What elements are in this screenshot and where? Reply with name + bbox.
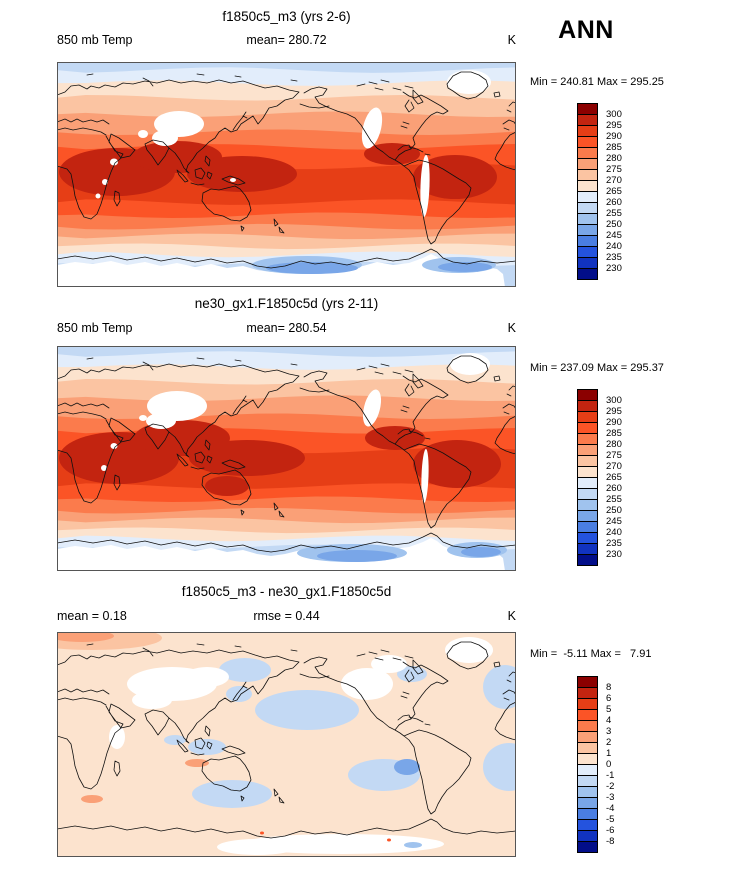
variable-label: 850 mb Temp [57,33,133,47]
colorbar: 300 295 290 285 280 275 270 265 260 255 250 245 240 2… [577,389,667,566]
stat-row: mean = 0.18 rmse = 0.44 K [57,609,516,625]
colorbar-tick-label: 275 [606,450,622,461]
colorbar: 8 6 5 4 3 2 1 0 -1 -2 -3 -4 -5 -6 -8 [577,676,667,853]
colorbar-tick-label: 230 [606,549,622,560]
colorbar-tick-label: 285 [606,428,622,439]
colorbar-tick-label: 295 [606,120,622,131]
colorbar-tick-label: 4 [606,715,612,726]
map-case2 [57,346,516,571]
colorbar-tick-label: 235 [606,538,622,549]
colorbar-tick-label: 265 [606,472,622,483]
colorbar-tick-label: 275 [606,164,622,175]
colorbar-tick-label: 230 [606,263,622,274]
colorbar-tick-label: 250 [606,219,622,230]
colorbar-tick-label: 255 [606,494,622,505]
colorbar-tick-label: -4 [606,803,615,814]
colorbar-tick-label: 2 [606,737,612,748]
colorbar-tick-label: 235 [606,252,622,263]
minmax-stat: Min = -5.11 Max = 7.91 [530,648,652,660]
variable-label: 850 mb Temp [57,321,133,335]
colorbar-tick-label: -2 [606,781,615,792]
panel-title: ne30_gx1.F1850c5d (yrs 2-11) [194,296,379,311]
map-difference [57,632,516,857]
stat-row: 850 mb Temp mean= 280.72 K [57,33,516,49]
map-case1 [57,62,516,287]
colorbar-tick-label: 240 [606,241,622,252]
minmax-stat: Min = 237.09 Max = 295.37 [530,362,664,374]
colorbar-tick-label: -5 [606,814,615,825]
colorbar-tick-label: 240 [606,527,622,538]
mean-stat: mean= 280.72 [246,33,327,47]
colorbar-tick-label: 280 [606,153,622,164]
mean-stat: mean = 0.18 [57,609,127,623]
colorbar-box [577,554,598,566]
colorbar-tick-label: 300 [606,109,622,120]
colorbar-tick-label: 265 [606,186,622,197]
panel-title: f1850c5_m3 - ne30_gx1.F1850c5d [181,584,392,599]
colorbar-tick-label: 270 [606,461,622,472]
colorbar-tick-label: 1 [606,748,612,759]
colorbar-tick-label: -8 [606,836,615,847]
colorbar-tick-label: 295 [606,406,622,417]
colorbar-tick-label: 255 [606,208,622,219]
colorbar-tick-label: 260 [606,197,622,208]
colorbar-tick-label: 6 [606,693,612,704]
colorbar-tick-label: 300 [606,395,622,406]
colorbar-box [577,841,598,853]
colorbar-tick-label: 245 [606,230,622,241]
minmax-stat: Min = 240.81 Max = 295.25 [530,76,664,88]
colorbar-box [577,268,598,280]
units-label: K [507,609,516,623]
colorbar-tick-label: 270 [606,175,622,186]
units-label: K [507,321,516,335]
season-label: ANN [558,16,614,44]
panel-title: f1850c5_m3 (yrs 2-6) [222,9,351,24]
rmse-stat: rmse = 0.44 [253,609,320,623]
colorbar-tick-label: -1 [606,770,615,781]
colorbar-tick-label: 280 [606,439,622,450]
colorbar-tick-label: 250 [606,505,622,516]
mean-stat: mean= 280.54 [246,321,327,335]
units-label: K [507,33,516,47]
colorbar-tick-label: 285 [606,142,622,153]
colorbar-tick-label: -3 [606,792,615,803]
colorbar-tick-label: 290 [606,417,622,428]
colorbar-tick-label: 0 [606,759,612,770]
colorbar: 300 295 290 285 280 275 270 265 260 255 250 245 240 2… [577,103,667,280]
colorbar-tick-label: 8 [606,682,612,693]
colorbar-tick-label: -6 [606,825,615,836]
colorbar-tick-label: 245 [606,516,622,527]
colorbar-tick-label: 260 [606,483,622,494]
colorbar-tick-label: 290 [606,131,622,142]
colorbar-tick-label: 3 [606,726,612,737]
stat-row: 850 mb Temp mean= 280.54 K [57,321,516,337]
colorbar-tick-label: 5 [606,704,612,715]
